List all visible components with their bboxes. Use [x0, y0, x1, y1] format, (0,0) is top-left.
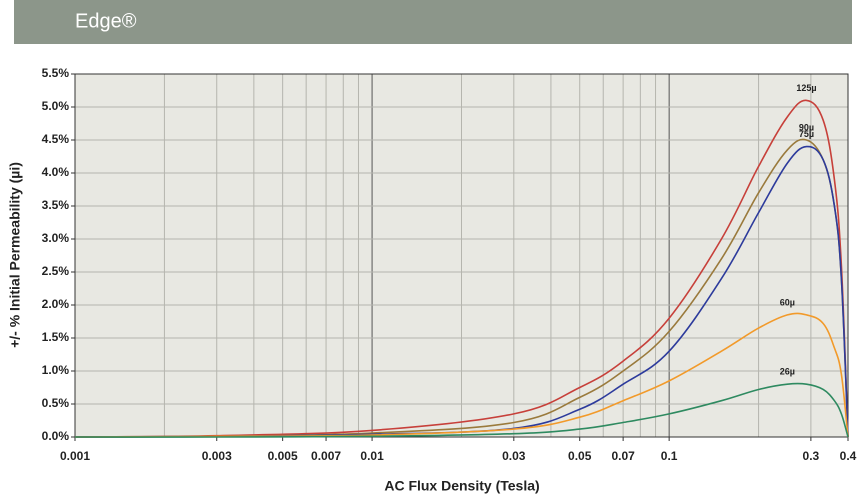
series-label: 125µ: [796, 83, 816, 93]
x-tick-label: 0.003: [202, 449, 232, 463]
series-label: 60µ: [780, 297, 795, 307]
series-label: 90µ: [799, 122, 814, 132]
x-tick-label: 0.007: [311, 449, 341, 463]
x-axis-label: AC Flux Density (Tesla): [384, 478, 539, 494]
x-tick-label: 0.3: [803, 449, 820, 463]
x-tick-label: 0.05: [568, 449, 592, 463]
y-tick-label: 0.5%: [42, 396, 70, 410]
y-tick-label: 0.0%: [42, 429, 70, 443]
y-tick-label: 2.5%: [42, 264, 70, 278]
chart-title: Edge®: [75, 10, 137, 32]
x-tick-label: 0.07: [611, 449, 635, 463]
y-tick-label: 1.5%: [42, 330, 70, 344]
y-tick-label: 5.0%: [42, 99, 70, 113]
y-tick-label: 4.5%: [42, 132, 70, 146]
series-line: [74, 382, 849, 438]
series-label: 75µ: [799, 129, 814, 139]
y-tick-label: 4.0%: [42, 165, 70, 179]
series-line: [74, 312, 849, 438]
series-label: 26µ: [780, 367, 795, 377]
x-tick-label: 0.1: [661, 449, 678, 463]
x-tick-label: 0.01: [360, 449, 384, 463]
y-tick-label: 5.5%: [42, 66, 70, 80]
y-tick-label: 3.5%: [42, 198, 70, 212]
series-line: [74, 99, 849, 438]
x-tick-label: 0.03: [502, 449, 526, 463]
plot-border: [74, 73, 849, 438]
x-tick-label: 0.4: [840, 449, 857, 463]
header-bar: [14, 0, 852, 44]
x-tick-label: 0.001: [60, 449, 90, 463]
x-tick-label: 0.005: [268, 449, 298, 463]
y-axis-label: +/- % Initial Permeability (µi): [7, 162, 23, 348]
y-tick-label: 2.0%: [42, 297, 70, 311]
y-tick-label: 3.0%: [42, 231, 70, 245]
y-tick-label: 1.0%: [42, 363, 70, 377]
